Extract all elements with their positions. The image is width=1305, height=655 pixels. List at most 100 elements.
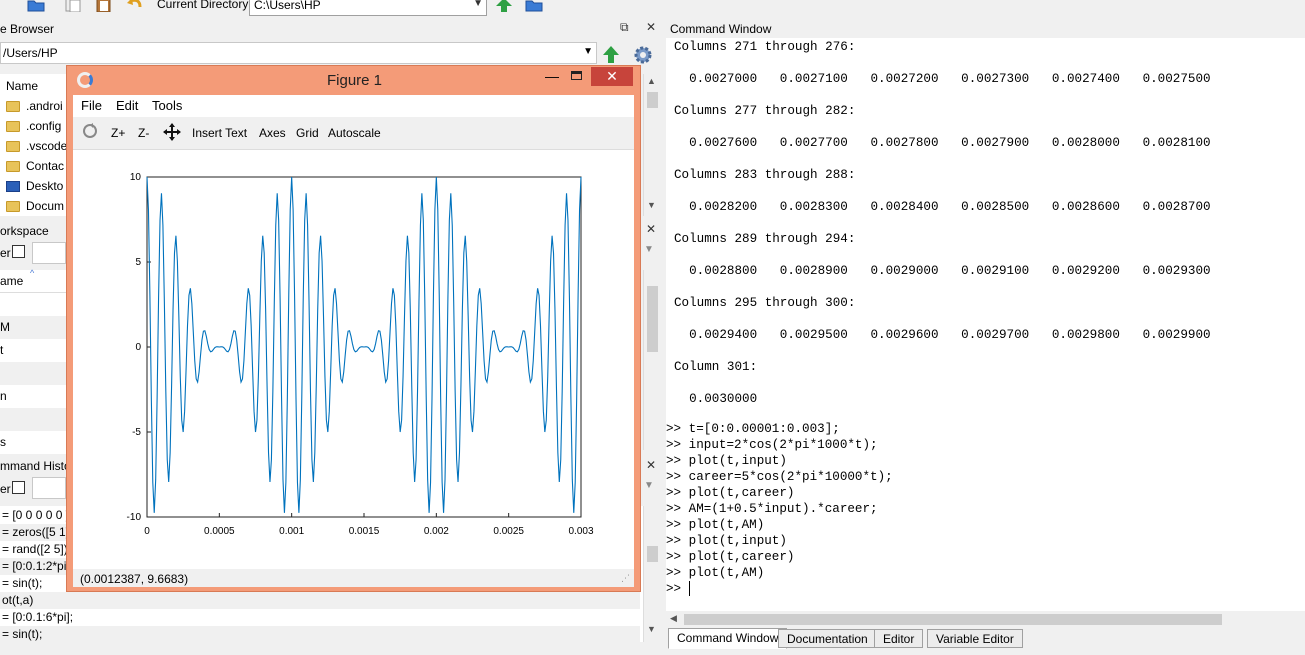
- workspace-name-header[interactable]: ame ^: [0, 268, 66, 293]
- undock-icon[interactable]: ⧉: [620, 20, 629, 34]
- copy-icon[interactable]: [64, 0, 82, 14]
- undo-icon[interactable]: [126, 0, 144, 14]
- history-filter-label: er: [0, 482, 11, 496]
- zoom-out-button[interactable]: Z-: [138, 126, 150, 140]
- scroll-thumb[interactable]: [684, 614, 1222, 625]
- up-folder-icon[interactable]: [601, 44, 621, 64]
- history-filter-input[interactable]: [32, 477, 66, 499]
- workspace-filter-checkbox[interactable]: [12, 245, 25, 258]
- desktop-icon: [6, 180, 20, 192]
- command-output-line: 0.0030000: [674, 392, 758, 406]
- chevron-down-icon[interactable]: ▼: [473, 0, 483, 9]
- command-output-line: Columns 277 through 282:: [674, 104, 856, 118]
- menu-edit[interactable]: Edit: [116, 98, 139, 113]
- tab-editor[interactable]: Editor: [874, 629, 924, 648]
- history-row[interactable]: = sin(t);: [0, 626, 640, 643]
- am-signal-chart[interactable]: 0 0.0005 0.001 0.0015 0.002 0.0025 0.003 10 5 0 -5…: [73, 151, 634, 569]
- file-list-item[interactable]: .config: [0, 116, 80, 136]
- tab-variable-editor[interactable]: Variable Editor: [927, 629, 1023, 648]
- workspace-row[interactable]: n: [0, 385, 66, 408]
- command-input-line: >> plot(t,AM): [666, 518, 765, 532]
- chevron-down-icon[interactable]: ▼: [583, 46, 593, 57]
- browse-directory-icon[interactable]: [525, 0, 543, 14]
- file-list-item-label: .androi: [26, 99, 63, 113]
- scroll-left-icon[interactable]: ◀: [670, 613, 677, 623]
- y-tick-label: 10: [130, 172, 142, 183]
- command-window-title: Command Window: [670, 22, 772, 36]
- file-list-item[interactable]: Docum: [0, 196, 80, 216]
- workspace-filter-input[interactable]: [32, 242, 66, 264]
- pan-icon[interactable]: [163, 123, 181, 141]
- zoom-in-button[interactable]: Z+: [111, 126, 126, 140]
- figure-body: File Edit Tools Z+ Z- Insert Text Axes G…: [73, 95, 634, 587]
- grid-button[interactable]: Grid: [296, 126, 319, 140]
- command-window[interactable]: Columns 271 through 276: 0.0027000 0.002…: [666, 38, 1305, 611]
- close-icon[interactable]: ✕: [646, 222, 657, 236]
- workspace-row[interactable]: s: [0, 431, 66, 454]
- scroll-thumb[interactable]: [647, 546, 658, 562]
- workspace-row[interactable]: [0, 293, 66, 316]
- plot-area[interactable]: 0 0.0005 0.001 0.0015 0.002 0.0025 0.003 10 5 0 -5…: [73, 151, 634, 569]
- folder-icon: [6, 160, 20, 172]
- minimize-icon[interactable]: —: [545, 68, 559, 84]
- menu-tools[interactable]: Tools: [152, 98, 183, 113]
- file-list-item[interactable]: Deskto: [0, 176, 80, 196]
- x-tick-label: 0.0005: [204, 526, 235, 537]
- scroll-down-icon[interactable]: ▼: [647, 200, 656, 210]
- command-output-line: 0.0027600 0.0027700 0.0027800 0.0027900 …: [674, 136, 1211, 150]
- workspace-row[interactable]: t: [0, 339, 66, 362]
- chevron-down-icon[interactable]: ▼: [644, 244, 654, 255]
- figure-window[interactable]: Figure 1 — ✕ File Edit Tools Z+ Z- Inser…: [66, 65, 641, 592]
- open-folder-icon[interactable]: [27, 0, 45, 14]
- autoscale-button[interactable]: Autoscale: [328, 126, 381, 140]
- close-window-button[interactable]: ✕: [591, 67, 633, 86]
- scroll-down-icon[interactable]: ▼: [647, 624, 656, 634]
- current-directory-select[interactable]: C:\Users\HP ▼: [249, 0, 487, 16]
- close-icon[interactable]: ✕: [646, 20, 657, 34]
- command-output-line: Columns 295 through 300:: [674, 296, 856, 310]
- figure-status: (0.0012387, 9.6683): [73, 569, 634, 587]
- menu-file[interactable]: File: [81, 98, 102, 113]
- history-filter-checkbox[interactable]: [12, 481, 25, 494]
- history-row[interactable]: ot(t,a): [0, 592, 640, 609]
- tab-documentation[interactable]: Documentation: [778, 629, 877, 648]
- axes-button[interactable]: Axes: [259, 126, 286, 140]
- workspace-row[interactable]: [0, 362, 66, 385]
- workspace-scrollbar[interactable]: [643, 270, 660, 450]
- resize-grip-icon[interactable]: ⋰: [621, 573, 630, 583]
- up-directory-icon[interactable]: [495, 0, 513, 14]
- file-list-item[interactable]: Contac: [0, 156, 80, 176]
- close-icon[interactable]: ✕: [646, 458, 657, 472]
- paste-icon[interactable]: [95, 0, 113, 14]
- command-window-hscrollbar[interactable]: ◀: [666, 611, 1305, 628]
- tab-command-window[interactable]: Command Window: [668, 628, 788, 649]
- maximize-icon[interactable]: [571, 71, 582, 80]
- history-row[interactable]: = [0:0.1:6*pi];: [0, 609, 640, 626]
- command-input-line: >> career=5*cos(2*pi*10000*t);: [666, 470, 893, 484]
- workspace-row[interactable]: [0, 408, 66, 431]
- scroll-up-icon[interactable]: ▲: [647, 76, 656, 86]
- file-browser-path-text: /Users/HP: [3, 46, 58, 60]
- history-scrollbar[interactable]: ▼: [643, 506, 660, 642]
- file-browser-path[interactable]: /Users/HP ▼: [0, 42, 597, 64]
- file-list-item[interactable]: .vscode: [0, 136, 80, 156]
- command-output-line: Columns 271 through 276:: [674, 40, 856, 54]
- chevron-down-icon[interactable]: ▼: [644, 480, 654, 491]
- command-output-line: 0.0027000 0.0027100 0.0027200 0.0027300 …: [674, 72, 1211, 86]
- file-list-item-label: Deskto: [26, 179, 64, 193]
- rotate-icon[interactable]: [82, 123, 98, 139]
- workspace-row[interactable]: M: [0, 316, 66, 339]
- command-output-line: Columns 283 through 288:: [674, 168, 856, 182]
- file-browser-scrollbar[interactable]: ▲ ▼: [643, 74, 660, 216]
- command-output-line: 0.0028800 0.0028900 0.0029000 0.0029100 …: [674, 264, 1211, 278]
- scroll-thumb[interactable]: [647, 286, 658, 352]
- current-directory-value: C:\Users\HP: [254, 0, 321, 12]
- gear-icon[interactable]: [632, 44, 654, 66]
- file-list-item[interactable]: .androi: [0, 96, 80, 116]
- scroll-thumb[interactable]: [647, 92, 658, 108]
- file-list-header[interactable]: Name: [0, 76, 80, 96]
- y-tick-label: 0: [135, 342, 141, 353]
- insert-text-button[interactable]: Insert Text: [192, 126, 248, 140]
- bottom-tabs: Command Window Documentation Editor Vari…: [666, 628, 1305, 655]
- command-input-line: >> plot(t,AM): [666, 566, 765, 580]
